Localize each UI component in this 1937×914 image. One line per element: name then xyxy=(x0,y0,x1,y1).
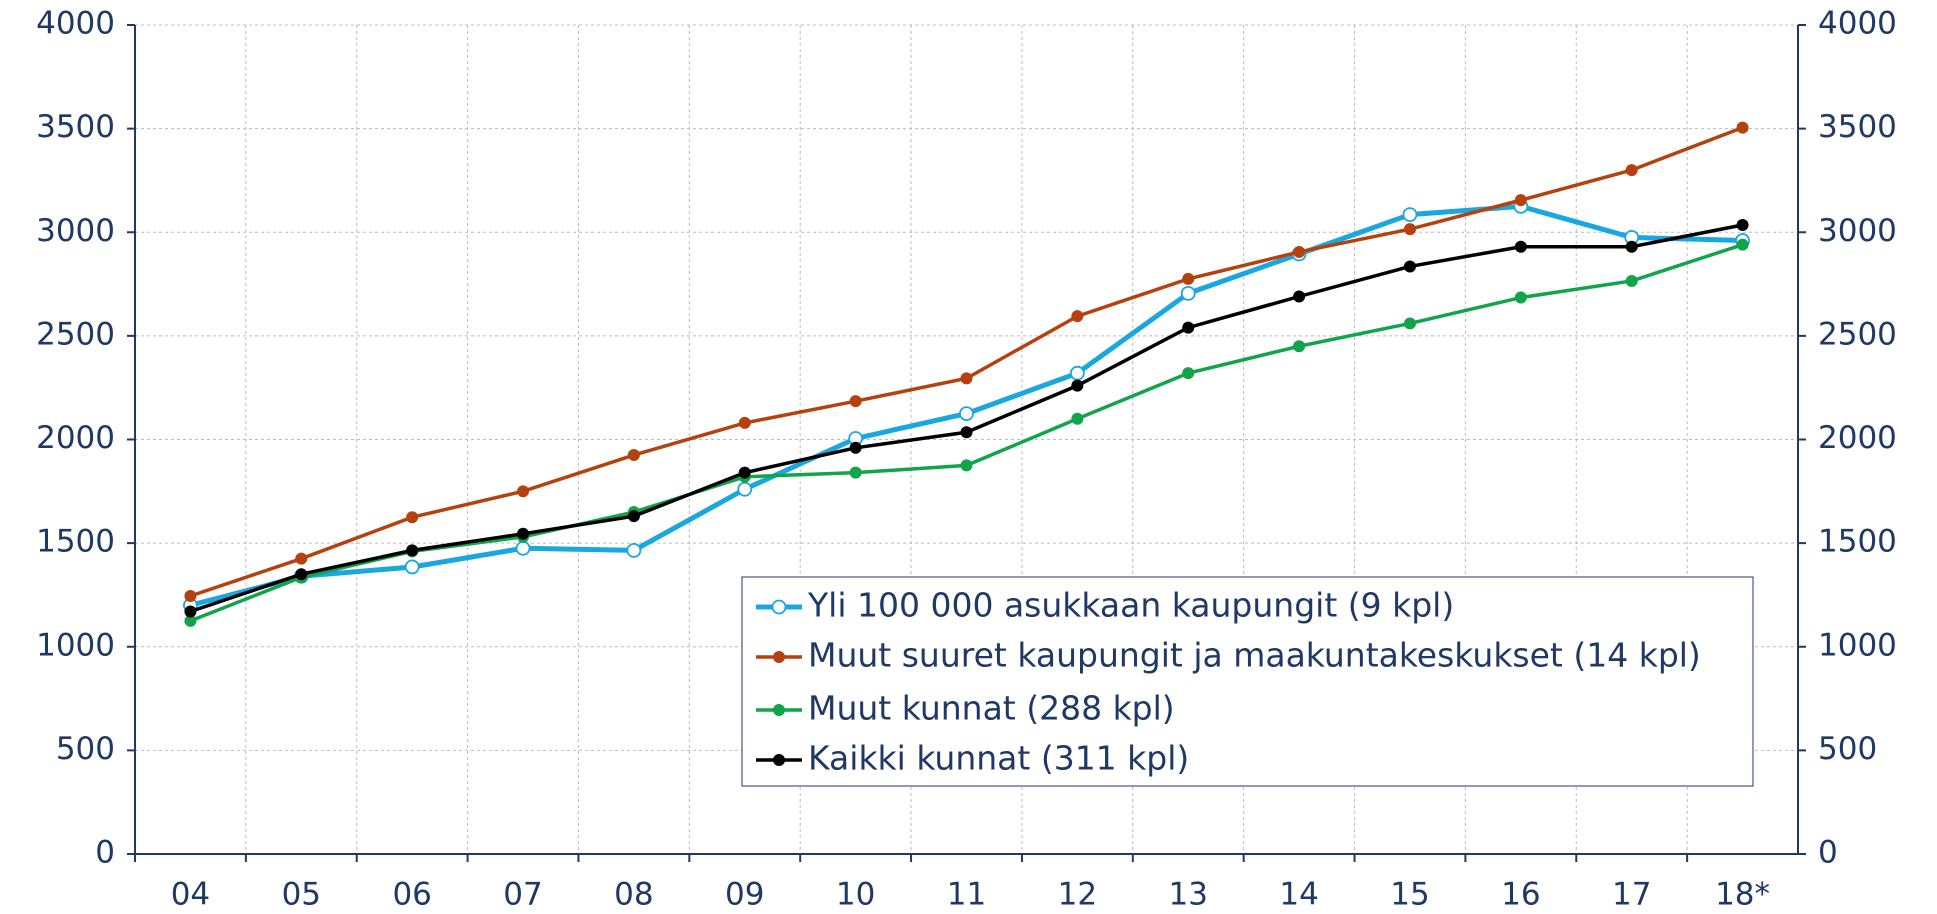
x-tick-label: 10 xyxy=(836,877,875,913)
x-tick-label: 12 xyxy=(1058,877,1097,913)
data-point xyxy=(1514,291,1527,304)
legend-label: Kaikki kunnat (311 kpl) xyxy=(808,739,1189,778)
data-point xyxy=(1069,365,1085,381)
data-point xyxy=(295,568,308,581)
y2-tick-label: 1500 xyxy=(1818,524,1897,560)
data-point xyxy=(1514,240,1527,253)
data-point xyxy=(1625,164,1638,177)
data-point xyxy=(1402,207,1418,223)
legend-label: Yli 100 000 asukkaan kaupungit (9 kpl) xyxy=(807,586,1454,625)
y2-tick-label: 4000 xyxy=(1818,6,1897,42)
x-tick-label: 16 xyxy=(1501,877,1540,913)
data-point xyxy=(1182,321,1195,334)
data-point xyxy=(517,527,530,540)
data-point xyxy=(517,485,530,498)
series-line xyxy=(189,125,1744,598)
y-tick-label: 500 xyxy=(56,731,115,767)
data-point xyxy=(627,510,640,523)
data-point xyxy=(1182,272,1195,285)
y2-tick-label: 3500 xyxy=(1818,109,1897,145)
data-point xyxy=(1625,274,1638,287)
data-point xyxy=(1403,317,1416,330)
legend-box xyxy=(741,576,1754,787)
data-point xyxy=(960,372,973,385)
x-tick-label: 14 xyxy=(1279,877,1318,913)
data-point xyxy=(184,605,197,618)
data-point xyxy=(1293,290,1306,303)
data-point xyxy=(1736,238,1749,251)
data-point xyxy=(1071,379,1084,392)
x-tick-label: 18* xyxy=(1715,877,1770,913)
data-point xyxy=(1182,367,1195,380)
x-tick-label: 06 xyxy=(392,877,431,913)
y-tick-label: 3500 xyxy=(36,109,115,145)
data-point xyxy=(960,459,973,472)
data-point xyxy=(738,466,751,479)
x-tick-label: 13 xyxy=(1169,877,1208,913)
y-tick-label: 4000 xyxy=(36,6,115,42)
data-point xyxy=(184,614,197,627)
data-point xyxy=(184,589,197,602)
y-tick-label: 1000 xyxy=(36,627,115,663)
series-line xyxy=(189,203,1743,608)
data-point xyxy=(295,552,308,565)
y-tick-label: 3000 xyxy=(36,213,115,249)
data-point xyxy=(406,511,419,524)
data-point xyxy=(737,481,753,497)
data-point xyxy=(960,426,973,439)
x-tick-label: 15 xyxy=(1390,877,1429,913)
y-tick-label: 2500 xyxy=(36,316,115,352)
data-point xyxy=(627,449,640,462)
y-tick-label: 1500 xyxy=(36,524,115,560)
data-point xyxy=(1736,121,1749,134)
y2-tick-label: 1000 xyxy=(1818,627,1897,663)
y2-tick-label: 2000 xyxy=(1818,420,1897,456)
data-point xyxy=(1071,310,1084,323)
y-tick-label: 0 xyxy=(95,835,115,871)
legend-marker xyxy=(771,599,787,615)
y-tick-label: 2000 xyxy=(36,420,115,456)
y2-tick-label: 0 xyxy=(1818,835,1838,871)
data-point xyxy=(1736,218,1749,231)
x-tick-label: 11 xyxy=(947,877,986,913)
data-point xyxy=(1514,194,1527,207)
data-point xyxy=(406,544,419,557)
data-point xyxy=(1403,260,1416,273)
legend-marker xyxy=(773,754,785,766)
y2-tick-label: 500 xyxy=(1818,731,1877,767)
data-point xyxy=(1180,285,1196,301)
data-point xyxy=(1625,240,1638,253)
x-tick-label: 07 xyxy=(503,877,542,913)
legend-marker xyxy=(773,651,785,663)
x-tick-label: 09 xyxy=(725,877,764,913)
data-point xyxy=(515,540,531,556)
y2-tick-label: 3000 xyxy=(1818,213,1897,249)
y2-tick-label: 2500 xyxy=(1818,316,1897,352)
data-point xyxy=(1071,412,1084,425)
x-tick-label: 08 xyxy=(614,877,653,913)
data-point xyxy=(849,466,862,479)
legend-label: Muut kunnat (288 kpl) xyxy=(808,689,1175,728)
data-point xyxy=(849,441,862,454)
data-point xyxy=(1403,223,1416,236)
legend-marker xyxy=(773,704,785,716)
data-point xyxy=(1293,340,1306,353)
x-tick-label: 17 xyxy=(1612,877,1651,913)
data-point xyxy=(849,395,862,408)
x-tick-label: 05 xyxy=(282,877,321,913)
data-point xyxy=(404,559,420,575)
legend-label: Muut suuret kaupungit ja maakuntakeskuks… xyxy=(808,636,1701,675)
x-tick-label: 04 xyxy=(171,877,210,913)
data-point xyxy=(738,416,751,429)
data-point xyxy=(1293,245,1306,258)
data-point xyxy=(626,542,642,558)
data-point xyxy=(959,406,974,421)
